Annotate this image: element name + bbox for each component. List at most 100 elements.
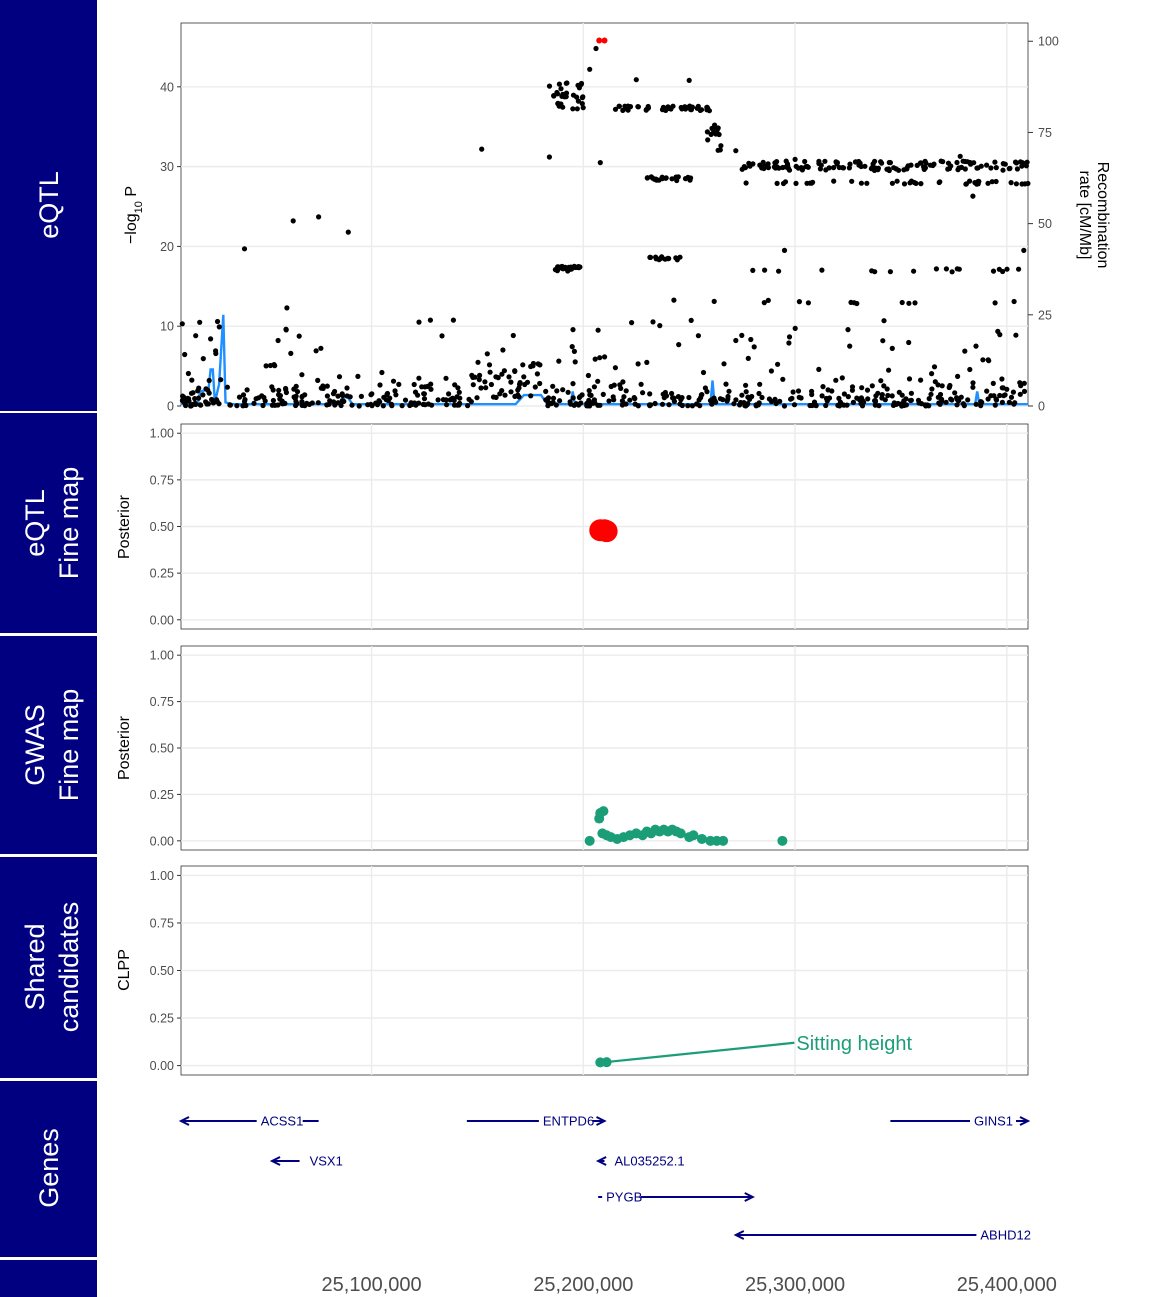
eqtl-point	[826, 165, 832, 171]
eqtl-point	[786, 334, 793, 340]
eqtl-point	[792, 325, 798, 331]
eqtl-point	[650, 319, 656, 325]
eqtl-point	[819, 267, 825, 273]
eqtl-point	[389, 403, 395, 409]
eqtl-point	[616, 103, 622, 109]
eqtl-point	[757, 162, 763, 168]
eqtl-point	[872, 398, 879, 404]
eqtl-point	[988, 165, 994, 171]
eqtl-point	[1017, 380, 1023, 386]
eqtl-point	[393, 392, 399, 398]
eqtl-point	[645, 105, 651, 111]
eqtl-point	[772, 396, 778, 402]
eqtl-point	[733, 337, 739, 344]
eqtl-point	[677, 254, 683, 260]
eqtl-point	[774, 180, 780, 186]
eqtl-point	[936, 179, 942, 186]
gene-label: ENTPD6	[543, 1114, 594, 1129]
eqtl-point	[704, 129, 711, 135]
eqtl-point	[899, 299, 905, 306]
eqtl-point	[705, 137, 711, 143]
eqtl-point	[502, 392, 508, 398]
eqtl-point	[955, 373, 961, 379]
eqtl-point	[203, 386, 209, 392]
eqtl-point	[688, 175, 694, 181]
eqtl-point	[822, 158, 828, 164]
eqtl-point	[203, 399, 209, 405]
eqtl-point	[973, 343, 979, 349]
eqtl-point	[640, 390, 646, 396]
eqtl-point	[578, 81, 584, 87]
eqtl-point	[476, 377, 482, 383]
eqtl-point	[416, 319, 422, 325]
eqtl-point	[508, 379, 514, 385]
eqtl-point	[211, 399, 217, 405]
eqtl-point	[695, 333, 702, 339]
eqtl-point	[879, 392, 885, 398]
eqtl-point	[989, 179, 995, 185]
eqtl-point	[1019, 181, 1025, 187]
eqtl-point	[575, 98, 582, 104]
eqtl-point	[761, 300, 767, 306]
eqtl-point	[419, 384, 425, 390]
eqtl-point	[206, 390, 212, 396]
eqtl-point	[299, 402, 305, 408]
eqtl-point	[750, 267, 756, 273]
eqtl-point	[412, 389, 419, 395]
eqtl-point	[810, 179, 816, 185]
eqtl-point	[939, 383, 945, 389]
eqtl-point	[633, 77, 639, 83]
eqtl-point	[218, 377, 224, 383]
eqtl-point	[358, 393, 364, 399]
annotation-label: Sitting height	[796, 1033, 912, 1055]
eqtl-point	[570, 106, 576, 112]
eqtl-point	[870, 161, 876, 167]
eqtl-point	[550, 395, 557, 401]
eqtl-point	[484, 351, 490, 357]
eqtl-point	[845, 327, 851, 333]
eqtl-point	[809, 391, 815, 398]
eqtl-point	[1001, 393, 1007, 399]
eqtl-point	[891, 400, 897, 406]
track-label-gwas-finemap-line1: GWAS	[20, 704, 50, 786]
eqtl-point	[807, 402, 813, 409]
eqtl-point	[383, 397, 389, 403]
eqtl-point	[992, 159, 998, 165]
eqtl-lead-point	[596, 37, 603, 44]
eqtl-point	[859, 385, 865, 391]
eqtl-point	[1017, 391, 1023, 397]
eqtl-point	[188, 390, 195, 396]
eqtl-point	[850, 399, 857, 405]
track-label-shared-line1: Shared	[20, 923, 50, 1010]
eqtl-point	[682, 176, 689, 182]
eqtl-point	[559, 263, 565, 270]
eqtl-point	[871, 167, 878, 173]
eqtl-point	[546, 154, 553, 160]
eqtl-point	[482, 379, 488, 385]
eqtl-point	[882, 397, 888, 403]
eqtl-point	[933, 266, 940, 272]
shared-ytick-label: 0.50	[150, 964, 174, 978]
eqtl-point	[849, 178, 855, 184]
eqtl-point	[392, 388, 398, 394]
eqtl-point	[483, 385, 489, 391]
eqtl-point	[954, 402, 960, 408]
eqtl-point	[200, 392, 206, 398]
eqtl-point	[970, 193, 976, 199]
eqtl-point	[686, 77, 692, 83]
eqtl-point	[952, 390, 958, 396]
eqtl-point	[182, 351, 188, 358]
eqtl-point	[327, 398, 333, 404]
eqtl-point	[904, 165, 910, 171]
eqtl-point	[970, 384, 976, 390]
eqtl-point	[280, 401, 286, 407]
eqtl-point	[1012, 400, 1018, 406]
eqtl-point	[429, 402, 435, 408]
eqtl-point	[587, 392, 593, 398]
eqtl-point	[324, 383, 330, 389]
eqtl-point	[565, 389, 571, 395]
eqtl-point	[206, 377, 212, 384]
eqtl-point	[573, 401, 579, 407]
eqtl-point	[551, 93, 557, 99]
eqtl-point	[894, 178, 900, 184]
